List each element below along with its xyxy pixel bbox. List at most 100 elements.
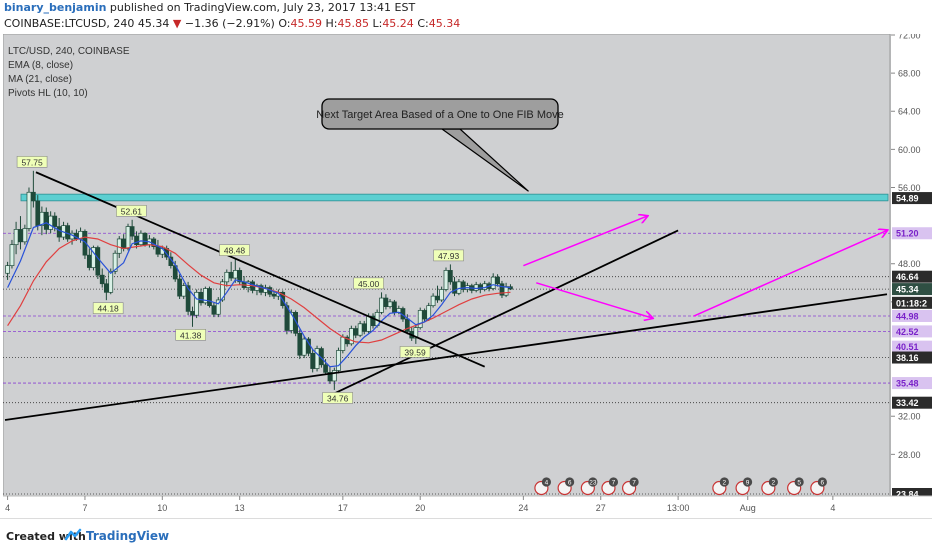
close-label: C: <box>417 17 429 30</box>
time-tick-label: 17 <box>338 503 348 513</box>
projection-arrow <box>523 216 647 267</box>
candle-body <box>392 301 397 313</box>
time-tick-label: 4 <box>830 503 835 513</box>
event-count: 6 <box>821 480 825 487</box>
target-zone-layer <box>20 193 889 202</box>
candle-body <box>258 285 264 293</box>
price-label: 23.84 <box>896 490 919 500</box>
high-value: 45.85 <box>337 17 369 30</box>
legend-ma[interactable]: MA (21, close) <box>8 74 72 85</box>
price-axis-bg <box>891 34 932 496</box>
event-count-badge <box>719 477 729 487</box>
trendline-layer[interactable] <box>4 171 888 421</box>
price-chart[interactable]: 57.75 52.61 48.48 45.00 47.93 44.18 41.38 34.76… <box>3 34 932 518</box>
candle-body <box>353 328 359 336</box>
candle-body <box>155 246 161 255</box>
price-label-box <box>892 340 932 353</box>
event-count: 7 <box>612 480 616 487</box>
candle-body <box>379 297 384 313</box>
tradingview-brand-link[interactable]: TradingView <box>86 529 170 543</box>
event-count: 7 <box>632 480 636 487</box>
price-label: 38.16 <box>896 353 919 363</box>
time-tick-label: 20 <box>415 503 425 513</box>
author-link[interactable]: binary_benjamin <box>4 1 107 14</box>
candle-body <box>495 276 500 285</box>
candle-body <box>271 293 277 297</box>
projection-arrow-layer[interactable] <box>523 216 887 318</box>
publish-info: published on TradingView.com, July 23, 2… <box>109 1 416 14</box>
price-tick-label: 32.00 <box>898 412 921 422</box>
candle-body <box>104 283 109 293</box>
trendline <box>332 229 679 396</box>
candle-body <box>220 281 225 301</box>
event-count: 4 <box>545 480 549 487</box>
ema-8-line <box>7 222 511 368</box>
price-axis[interactable]: 72.0068.0064.0060.0056.0048.0044.0032.00… <box>891 34 932 500</box>
time-tick-label: 24 <box>518 503 528 513</box>
event-count: 2 <box>723 480 727 487</box>
price-label-box <box>892 309 932 322</box>
candle-body <box>435 295 440 301</box>
candle-body <box>65 225 71 240</box>
price-tick-label: 28.00 <box>898 450 921 460</box>
event-count-badge <box>608 477 619 487</box>
event-count: 9 <box>746 480 750 487</box>
candle-body <box>452 281 457 294</box>
candle-body <box>477 284 483 290</box>
time-axis[interactable]: 4 7 10 13 17 20 24 27 13:00 Aug 4 <box>3 495 932 518</box>
price-label: 54.89 <box>896 194 919 204</box>
candle-body <box>387 301 393 307</box>
indicator-layer <box>7 222 511 368</box>
event-count-badge <box>817 477 827 487</box>
candle-body <box>86 254 92 268</box>
time-tick-label: 7 <box>82 503 87 513</box>
pivot-label: 52.61 <box>121 206 143 216</box>
legend-ema[interactable]: EMA (8, close) <box>8 60 73 71</box>
high-label: H: <box>325 17 338 30</box>
publish-line: binary_benjamin published on TradingView… <box>4 1 415 14</box>
candle-body <box>18 229 23 243</box>
candle-body <box>39 211 45 226</box>
pivot-label-box <box>219 244 250 256</box>
quote-line: COINBASE:LTCUSD, 240 45.34 ▼ −1.36 (−2.9… <box>4 17 460 30</box>
candle-body <box>138 232 144 246</box>
legend-pivots[interactable]: Pivots HL (10, 10) <box>8 88 88 99</box>
candle-body <box>190 311 195 316</box>
candle-body <box>301 338 307 356</box>
callout-layer[interactable]: Next Target Area Based of a One to One F… <box>316 98 564 192</box>
pivot-label: 48.48 <box>224 246 246 256</box>
candle-body <box>456 281 462 294</box>
time-tick-label: 13 <box>235 503 245 513</box>
candle-body <box>366 315 371 332</box>
price-tick-label: 72.00 <box>898 34 921 41</box>
projection-arrow <box>536 282 652 318</box>
event-count-badge <box>541 477 552 487</box>
events-layer[interactable]: 4 6 23 7 7 2 9 2 5 6 <box>534 477 827 496</box>
time-tick-label: 4 <box>5 503 10 513</box>
candle-body <box>5 265 10 274</box>
price-label-box <box>892 377 932 390</box>
candle-body <box>336 350 341 371</box>
trendline <box>35 171 486 368</box>
price-label-box <box>892 283 932 296</box>
candle-body <box>52 215 58 227</box>
price-label: 40.51 <box>896 342 919 352</box>
candle-body <box>503 286 509 296</box>
pivot-label-box <box>116 205 147 217</box>
open-label: O: <box>278 17 291 30</box>
candle-body <box>404 318 410 332</box>
price-tick-label: 60.00 <box>898 145 921 155</box>
chart-area[interactable]: 57.75 52.61 48.48 45.00 47.93 44.18 41.38 34.76… <box>3 34 932 518</box>
pivot-label-box <box>16 156 48 168</box>
price-label-box <box>892 396 932 409</box>
price-label: 01:18:2 <box>896 298 927 308</box>
price-label: 51.20 <box>896 229 919 239</box>
candle-body <box>48 215 53 230</box>
price-label: 33.42 <box>896 398 919 408</box>
down-arrow-icon: ▼ <box>172 17 182 30</box>
candle-body <box>297 332 303 356</box>
candle-body <box>357 323 363 336</box>
candle-body <box>177 278 182 297</box>
target-zone-band <box>20 193 889 202</box>
pivot-label: 39.59 <box>404 347 426 357</box>
